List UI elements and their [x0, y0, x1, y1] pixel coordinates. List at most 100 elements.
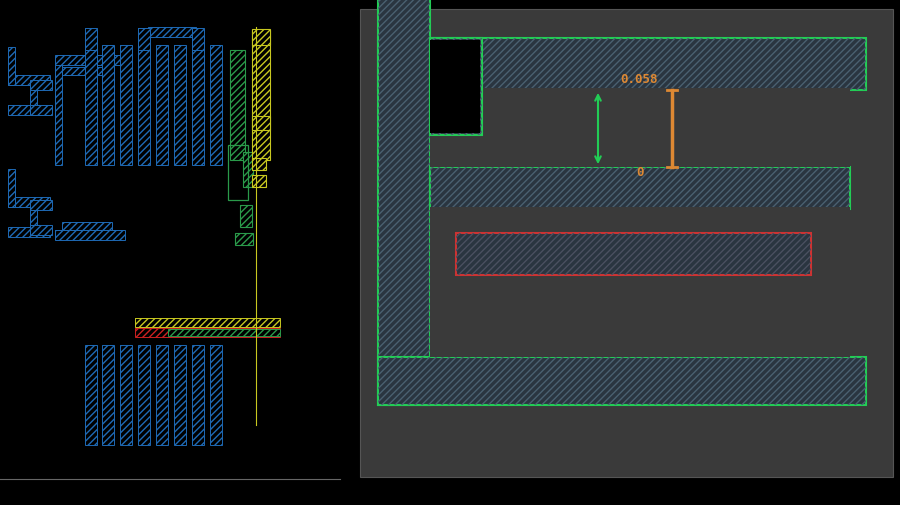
Bar: [30, 200, 52, 211]
Bar: [8, 228, 50, 237]
Bar: [210, 46, 222, 166]
Bar: [55, 56, 125, 66]
Bar: [138, 29, 150, 51]
Bar: [138, 29, 150, 51]
Bar: [120, 46, 132, 166]
Bar: [252, 30, 270, 46]
Bar: [430, 208, 850, 358]
Bar: [230, 51, 245, 161]
Bar: [120, 46, 132, 166]
Bar: [192, 29, 204, 51]
Bar: [210, 345, 222, 445]
Bar: [456, 233, 811, 275]
Bar: [430, 39, 482, 136]
Bar: [30, 226, 52, 235]
Bar: [228, 146, 248, 200]
Bar: [30, 81, 52, 91]
Bar: [8, 106, 50, 116]
Bar: [168, 329, 280, 336]
Bar: [8, 48, 15, 86]
Bar: [192, 345, 204, 445]
Bar: [210, 345, 222, 445]
Bar: [430, 41, 480, 134]
Bar: [85, 46, 97, 166]
Bar: [192, 29, 204, 51]
Bar: [85, 345, 97, 445]
Bar: [230, 51, 245, 161]
Bar: [240, 206, 252, 228]
Bar: [252, 31, 270, 161]
Bar: [30, 211, 37, 235]
Bar: [235, 233, 253, 245]
Bar: [8, 48, 15, 86]
Bar: [8, 228, 50, 237]
Bar: [62, 68, 112, 76]
Bar: [135, 328, 280, 337]
Bar: [168, 329, 280, 336]
Bar: [378, 358, 866, 405]
Bar: [55, 66, 62, 166]
Bar: [378, 0, 430, 405]
Bar: [235, 233, 253, 245]
Bar: [62, 68, 112, 76]
Bar: [252, 117, 270, 131]
Bar: [8, 76, 50, 86]
Bar: [30, 200, 52, 211]
Bar: [30, 211, 37, 235]
Text: 0.058: 0.058: [620, 73, 658, 86]
Bar: [135, 318, 280, 327]
Bar: [30, 91, 37, 116]
Bar: [148, 28, 196, 38]
Bar: [8, 170, 15, 208]
Bar: [0, 0, 340, 479]
Bar: [85, 29, 97, 51]
Bar: [120, 345, 132, 445]
Bar: [8, 76, 50, 86]
Bar: [174, 345, 186, 445]
Bar: [102, 345, 114, 445]
Bar: [55, 56, 125, 66]
Bar: [30, 81, 52, 91]
Bar: [8, 197, 50, 208]
Bar: [243, 153, 253, 188]
Bar: [8, 170, 15, 208]
Bar: [8, 106, 50, 116]
Bar: [102, 46, 114, 166]
Bar: [102, 46, 114, 166]
Bar: [156, 345, 168, 445]
Bar: [55, 231, 125, 240]
Bar: [430, 39, 482, 136]
Bar: [240, 206, 252, 228]
Bar: [252, 30, 270, 46]
Bar: [120, 345, 132, 445]
Bar: [135, 328, 280, 337]
Text: 0: 0: [636, 166, 644, 179]
Bar: [174, 46, 186, 166]
Bar: [192, 345, 204, 445]
Bar: [138, 345, 150, 445]
Bar: [156, 46, 168, 166]
Bar: [174, 345, 186, 445]
Bar: [85, 46, 97, 166]
Bar: [456, 233, 811, 275]
Bar: [360, 10, 893, 477]
Bar: [55, 231, 125, 240]
Bar: [156, 46, 168, 166]
Bar: [430, 168, 850, 210]
Bar: [55, 66, 62, 166]
Bar: [252, 117, 270, 131]
Bar: [174, 46, 186, 166]
Bar: [252, 159, 266, 171]
Bar: [138, 46, 150, 166]
Bar: [378, 358, 866, 405]
Bar: [85, 345, 97, 445]
Bar: [8, 197, 50, 208]
Bar: [252, 159, 266, 171]
Bar: [378, 0, 430, 405]
Bar: [30, 106, 52, 116]
Bar: [30, 91, 37, 116]
Bar: [243, 153, 253, 188]
Bar: [430, 168, 850, 210]
Bar: [62, 223, 112, 231]
Bar: [30, 106, 52, 116]
